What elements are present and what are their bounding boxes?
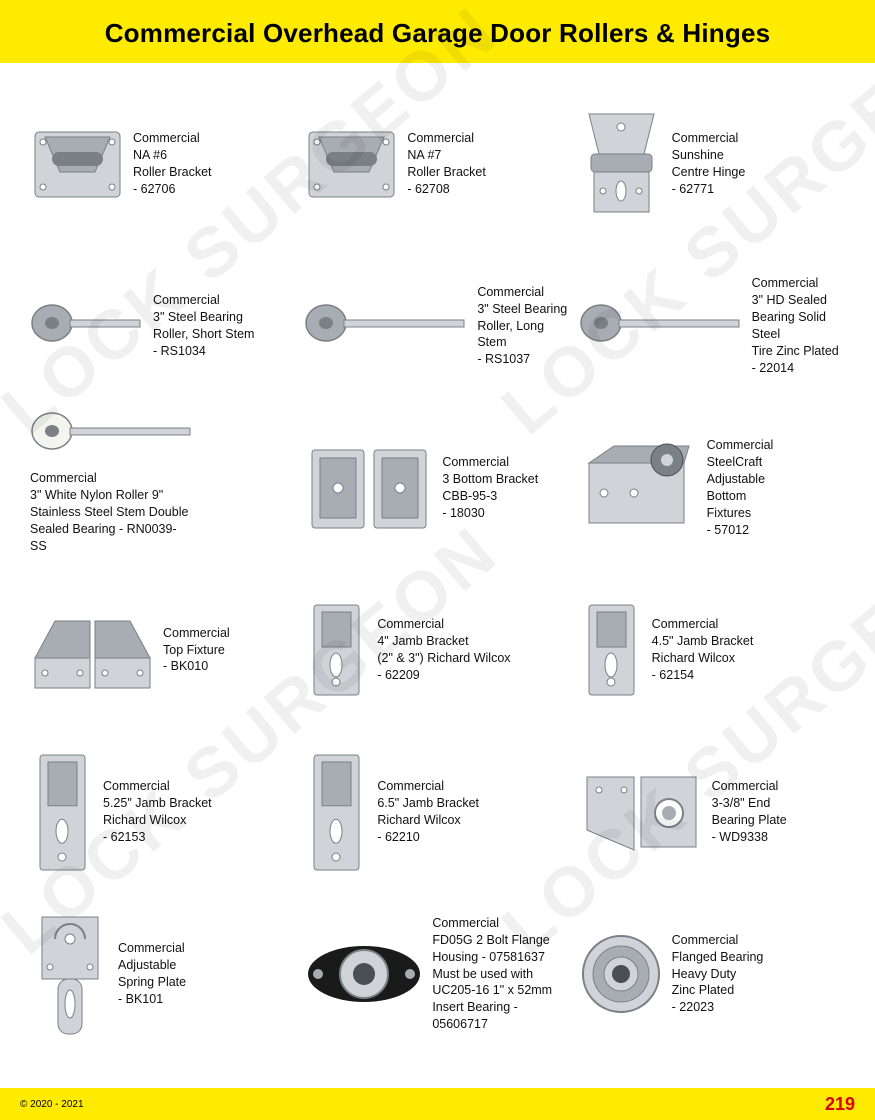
product-item: Commercial 3 Bottom Bracket CBB-95-3 - 1…: [304, 407, 570, 569]
product-item: Commercial Top Fixture - BK010: [30, 569, 296, 731]
product-item: Commercial NA #7 Roller Bracket - 62708: [304, 83, 570, 245]
product-description: Commercial Top Fixture - BK010: [163, 625, 230, 676]
product-image: [304, 750, 369, 875]
product-description: Commercial Sunshine Centre Hinge - 62771: [672, 130, 746, 198]
product-description: Commercial SteelCraft Adjustable Bottom …: [707, 437, 774, 538]
product-image: [579, 109, 664, 219]
product-item: Commercial 4.5" Jamb Bracket Richard Wil…: [579, 569, 845, 731]
product-description: Commercial 3" White Nylon Roller 9" Stai…: [30, 470, 190, 554]
product-description: Commercial 3" Steel Bearing Roller, Long…: [477, 284, 570, 368]
product-item: Commercial 3" HD Sealed Bearing Solid St…: [579, 245, 845, 407]
product-image: [30, 407, 195, 462]
product-description: Commercial Adjustable Spring Plate - BK1…: [118, 940, 186, 1008]
product-item: Commercial NA #6 Roller Bracket - 62706: [30, 83, 296, 245]
product-description: Commercial FD05G 2 Bolt Flange Housing -…: [432, 915, 570, 1033]
page-header: Commercial Overhead Garage Door Rollers …: [0, 0, 875, 63]
product-image: [304, 122, 399, 207]
product-item: Commercial Sunshine Centre Hinge - 62771: [579, 83, 845, 245]
product-item: Commercial 4" Jamb Bracket (2" & 3") Ric…: [304, 569, 570, 731]
product-description: Commercial 3 Bottom Bracket CBB-95-3 - 1…: [442, 454, 538, 522]
product-image: [579, 600, 644, 700]
product-image: [579, 438, 699, 538]
product-description: Commercial 4" Jamb Bracket (2" & 3") Ric…: [377, 616, 510, 684]
product-grid: Commercial NA #6 Roller Bracket - 62706 …: [0, 63, 875, 1055]
product-image: [304, 299, 469, 354]
product-description: Commercial 3" Steel Bearing Roller, Shor…: [153, 292, 254, 360]
product-item: Commercial FD05G 2 Bolt Flange Housing -…: [304, 893, 570, 1055]
product-image: [304, 438, 434, 538]
product-image: [579, 299, 744, 354]
product-item: Commercial 3" Steel Bearing Roller, Shor…: [30, 245, 296, 407]
product-item: Commercial 6.5" Jamb Bracket Richard Wil…: [304, 731, 570, 893]
product-description: Commercial Flanged Bearing Heavy Duty Zi…: [672, 932, 764, 1016]
product-description: Commercial NA #7 Roller Bracket - 62708: [407, 130, 486, 198]
page-footer: © 2020 - 2021 219: [0, 1088, 875, 1120]
page-title: Commercial Overhead Garage Door Rollers …: [30, 18, 845, 49]
product-description: Commercial 4.5" Jamb Bracket Richard Wil…: [652, 616, 754, 684]
page-number: 219: [825, 1094, 855, 1115]
product-item: Commercial 3-3/8" End Bearing Plate - WD…: [579, 731, 845, 893]
product-image: [579, 932, 664, 1017]
product-image: [30, 122, 125, 207]
copyright: © 2020 - 2021: [20, 1099, 84, 1110]
product-item: Commercial Flanged Bearing Heavy Duty Zi…: [579, 893, 845, 1055]
product-image: [30, 750, 95, 875]
product-description: Commercial 3-3/8" End Bearing Plate - WD…: [712, 778, 787, 846]
product-item: Commercial SteelCraft Adjustable Bottom …: [579, 407, 845, 569]
product-image: [579, 765, 704, 860]
product-description: Commercial 5.25" Jamb Bracket Richard Wi…: [103, 778, 212, 846]
product-item: Commercial 3" White Nylon Roller 9" Stai…: [30, 407, 296, 569]
product-image: [304, 937, 424, 1012]
product-description: Commercial NA #6 Roller Bracket - 62706: [133, 130, 212, 198]
product-image: [304, 600, 369, 700]
product-image: [30, 603, 155, 698]
product-description: Commercial 6.5" Jamb Bracket Richard Wil…: [377, 778, 479, 846]
product-item: Commercial Adjustable Spring Plate - BK1…: [30, 893, 296, 1055]
product-item: Commercial 3" Steel Bearing Roller, Long…: [304, 245, 570, 407]
product-description: Commercial 3" HD Sealed Bearing Solid St…: [752, 275, 845, 376]
product-image: [30, 909, 110, 1039]
product-image: [30, 299, 145, 354]
product-item: Commercial 5.25" Jamb Bracket Richard Wi…: [30, 731, 296, 893]
